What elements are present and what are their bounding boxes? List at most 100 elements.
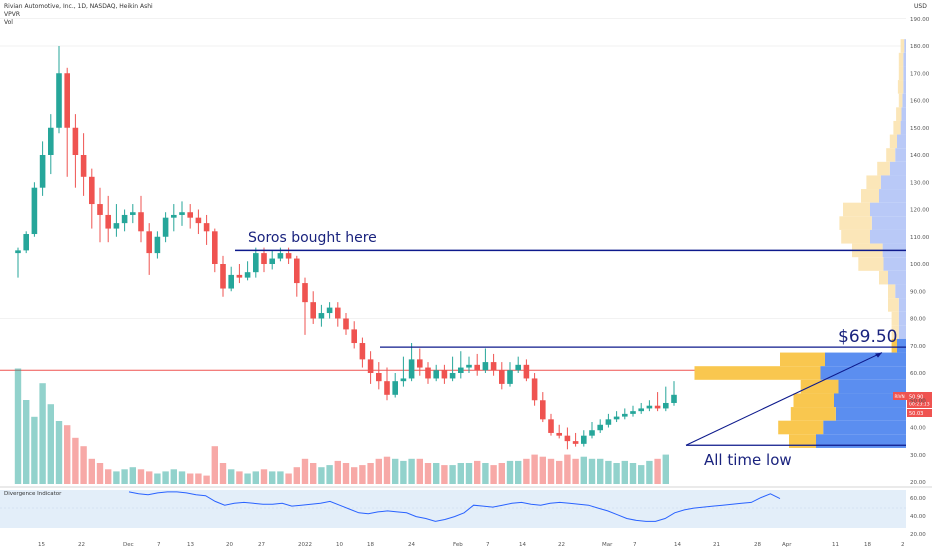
price-axis[interactable]: 20.00 30.00 40.00 50.00 60.00 70.00 80.00 90.00… [910,17,930,486]
trend-arrow-head [875,352,882,358]
indicator-vpvr-label[interactable]: VPVR [4,11,20,18]
volume-bar [64,425,71,484]
vp-up-segment [871,216,906,230]
candle-body [253,253,259,273]
countdown-text: 00:23:13 [909,402,930,408]
candle-body [285,253,292,259]
y-tick-label: 180.00 [910,44,930,50]
y-tick-label: 130.00 [910,180,930,186]
volume-bar [113,471,120,484]
x-tick-label: 27 [258,542,265,548]
volume-bar [564,454,571,484]
vp-up-segment [820,366,906,380]
volume-bar [449,465,456,484]
candle-body [646,405,653,409]
volume-bar [154,473,161,484]
indicator-vol-label[interactable]: Vol [4,19,13,26]
vp-down-segment [793,393,834,408]
volume-bar [178,471,186,484]
volume-bar [597,458,604,484]
volume-bars [14,368,669,484]
vp-up-segment [895,148,906,162]
candle-body [195,217,202,224]
x-tick-label: 20 [226,542,233,548]
candle-body [294,258,300,284]
volume-bar [490,465,497,484]
candle-body [441,370,448,379]
vp-down-segment [886,148,896,162]
vp-down-segment [900,39,905,53]
volume-profile [694,39,906,448]
candle-body [121,214,128,224]
volume-bar [301,458,309,484]
candle-body [466,364,472,368]
volume-bar [342,463,350,484]
x-tick-label: 2 [901,542,905,548]
vp-down-segment [839,216,872,230]
candle-body [482,362,489,371]
currency-label: USD [914,3,927,10]
x-tick-label: 7 [486,542,490,548]
x-tick-label: 7 [633,542,637,548]
div-tick-60: 60.00 [910,496,926,502]
y-tick-label: 150.00 [910,126,930,132]
candle-body [343,318,349,330]
candle-body [597,424,603,431]
soros-label: Soros bought here [248,230,377,246]
vp-up-segment [883,257,906,271]
volume-bar [236,471,243,484]
candle-body [318,313,325,319]
candle-body [171,214,177,218]
volume-bar [392,458,399,484]
volume-bar [474,460,481,484]
vp-down-segment [893,120,901,135]
candle-body [613,416,620,420]
x-tick-label: 11 [832,542,839,548]
candle-body [638,408,644,412]
vp-down-segment [891,325,899,339]
volume-bar [580,456,587,484]
vp-down-segment [888,298,899,312]
vp-up-segment [895,284,906,299]
candle-body [458,367,464,373]
candle-body [39,155,46,188]
volume-bar [187,473,194,484]
candlesticks[interactable] [15,46,677,450]
candle-body [359,343,366,360]
vp-down-segment [889,134,897,149]
candle-body [187,212,193,218]
vp-up-segment [889,161,906,176]
candle-body [89,176,95,205]
y-tick-label: 60.00 [910,371,926,377]
x-tick-label: 14 [674,542,681,548]
vp-up-segment [879,189,906,203]
volume-bar [433,463,440,484]
candle-body [23,234,29,251]
candle-body [367,359,374,373]
time-axis[interactable]: 15 22 Dec 7 13 20 27 2022 10 18 24 Feb 7 14 22 Mar 7 14 21… [38,542,905,548]
vp-up-segment [870,202,906,217]
x-tick-label: 13 [187,542,194,548]
vp-up-segment [838,379,906,394]
volume-bar [662,454,669,484]
volume-bar [572,458,579,484]
y-tick-label: 140.00 [910,153,930,159]
vp-down-segment [888,284,896,299]
y-tick-label: 160.00 [910,99,930,105]
candle-body [154,236,161,254]
vp-up-segment [901,107,906,121]
annotation-lines[interactable] [235,249,906,446]
candle-body [228,274,234,289]
y-tick-label: 190.00 [910,17,930,23]
x-tick-label: 10 [336,542,343,548]
volume-bar [162,471,169,484]
y-tick-label: 40.00 [910,426,926,432]
x-tick-label: Dec [123,542,134,548]
candle-body [146,231,152,254]
vp-down-segment [843,202,870,217]
volume-bar [129,467,136,484]
y-tick-label: 30.00 [910,453,926,459]
candle-body [556,432,562,436]
vp-down-segment [866,175,881,190]
